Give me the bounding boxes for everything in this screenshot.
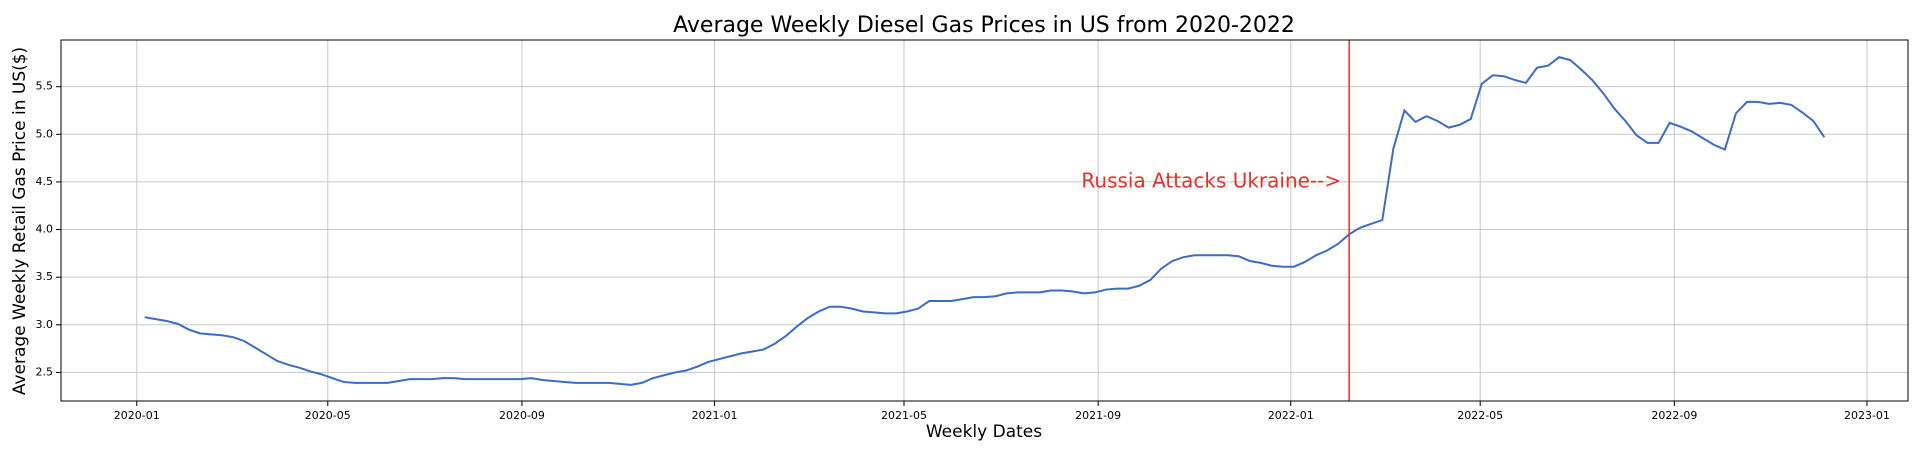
y-axis-label: Average Weekly Retail Gas Price in US($) bbox=[10, 47, 30, 395]
y-tick-label: 2.5 bbox=[36, 365, 54, 378]
y-tick-label: 4.5 bbox=[36, 175, 54, 188]
plot-frame bbox=[60, 39, 1909, 402]
y-tick-label: 5.0 bbox=[36, 127, 54, 140]
chart-title: Average Weekly Diesel Gas Prices in US f… bbox=[673, 13, 1295, 38]
y-tick-label: 4.0 bbox=[36, 223, 54, 236]
y-tick-label: 3.0 bbox=[36, 318, 54, 331]
x-tick-label: 2022-01 bbox=[1268, 409, 1314, 422]
x-tick-label: 2021-01 bbox=[692, 409, 738, 422]
price-line bbox=[144, 56, 1826, 386]
x-tick-label: 2020-01 bbox=[114, 409, 160, 422]
x-tick-label: 2020-05 bbox=[305, 409, 351, 422]
x-tick-label: 2022-05 bbox=[1457, 409, 1503, 422]
event-annotation: Russia Attacks Ukraine--> bbox=[1081, 168, 1341, 192]
y-tick-label: 5.5 bbox=[36, 80, 54, 93]
x-tick-label: 2022-09 bbox=[1651, 409, 1697, 422]
x-tick-label: 2021-05 bbox=[881, 409, 927, 422]
x-axis-label: Weekly Dates bbox=[926, 422, 1042, 442]
x-tick-label: 2021-09 bbox=[1075, 409, 1121, 422]
x-tick-label: 2023-01 bbox=[1844, 409, 1890, 422]
y-tick-label: 3.5 bbox=[36, 270, 54, 283]
x-tick-label: 2020-09 bbox=[499, 409, 545, 422]
